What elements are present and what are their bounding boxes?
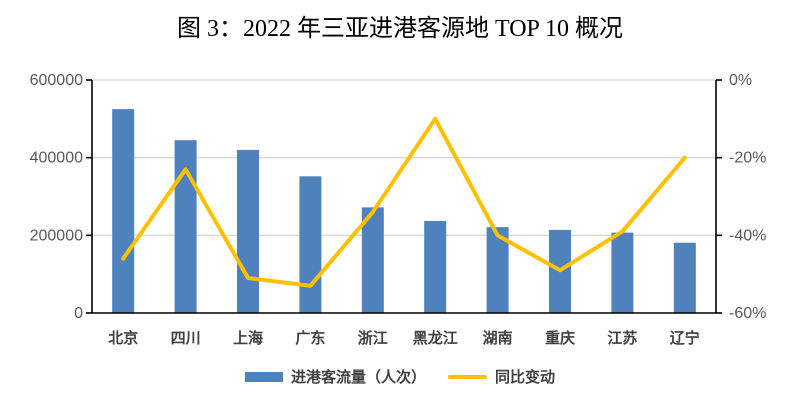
chart-legend: 进港客流量（人次） 同比变动 [0, 366, 800, 387]
bar-6 [486, 227, 509, 313]
bar-4 [361, 207, 384, 313]
left-axis-tick-label-0: 600000 [30, 72, 83, 89]
x-axis-label-3: 广东 [295, 329, 325, 347]
bar-0 [112, 109, 135, 313]
bar-2 [237, 149, 259, 313]
chart-title: 图 3：2022 年三亚进港客源地 TOP 10 概况 [176, 16, 623, 42]
bar-8 [611, 232, 634, 313]
left-axis-tick-label-1: 400000 [30, 150, 83, 167]
left-axis-tick-label-2: 200000 [30, 227, 83, 244]
line-series-legend-label: 同比变动 [495, 369, 556, 386]
bar-9 [673, 242, 696, 313]
x-axis-label-8: 江苏 [607, 329, 637, 347]
bar-1 [174, 140, 197, 313]
right-axis-tick-label-1: -20% [729, 150, 766, 167]
x-axis-label-2: 上海 [233, 329, 263, 347]
left-axis-tick-label-3: 0 [74, 305, 83, 322]
bar-5 [424, 220, 447, 313]
x-axis-label-0: 北京 [108, 329, 138, 347]
x-axis-label-5: 黑龙江 [413, 329, 458, 347]
x-axis-label-4: 浙江 [358, 329, 388, 347]
right-axis-tick-label-3: -60% [729, 305, 766, 322]
right-axis-tick-label-2: -40% [729, 227, 766, 244]
x-axis-label-1: 四川 [171, 330, 201, 347]
x-axis-label-9: 辽宁 [670, 329, 700, 347]
right-axis-tick-label-0: 0% [729, 72, 752, 89]
x-axis-label-7: 重庆 [545, 329, 575, 347]
bar-series-legend-label: 进港客流量（人次） [290, 369, 426, 386]
bar-series-legend-swatch [244, 371, 283, 382]
x-axis-label-6: 湖南 [483, 329, 513, 347]
bar-3 [299, 176, 322, 313]
trend-line [121, 116, 687, 288]
line-series-legend-swatch [448, 374, 487, 379]
